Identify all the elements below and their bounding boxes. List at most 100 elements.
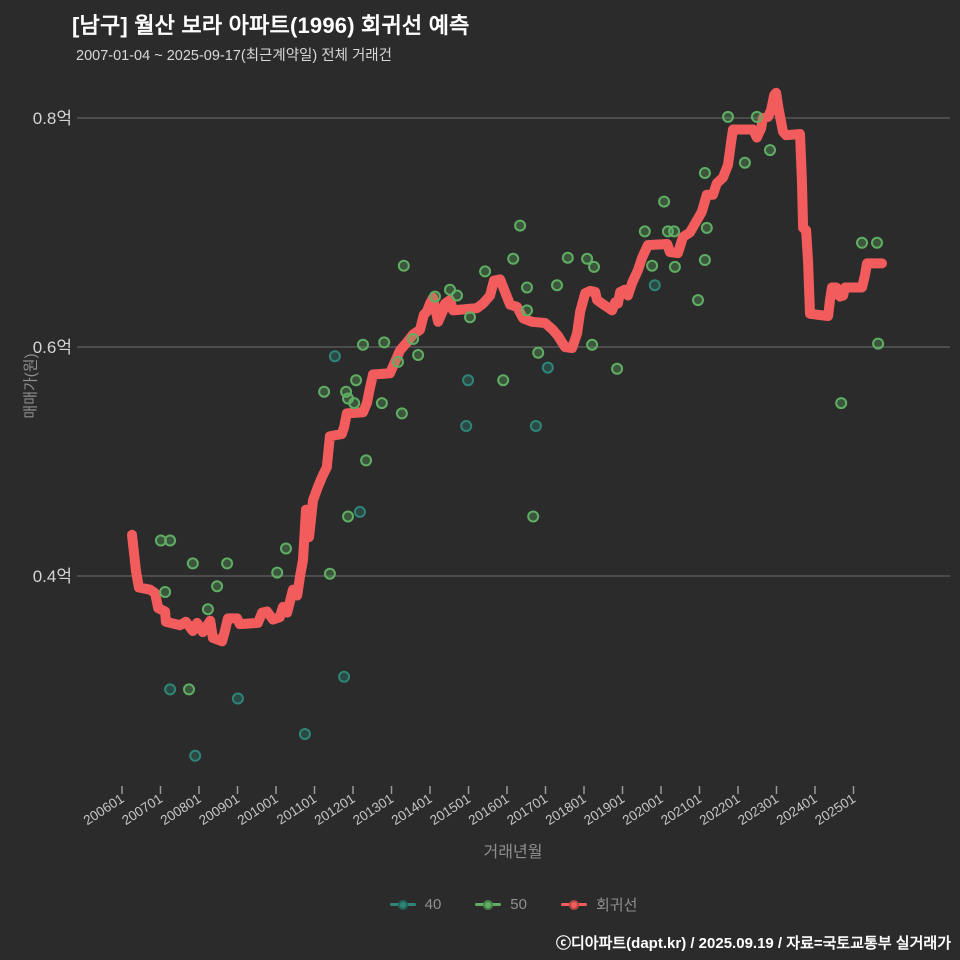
- x-tick-label: 201201: [312, 791, 358, 828]
- scatter-point-50: [497, 374, 510, 387]
- x-tick-label: 201301: [350, 791, 396, 828]
- scatter-point-50: [611, 362, 624, 375]
- scatter-point-50: [586, 338, 599, 351]
- scatter-point-50: [700, 221, 713, 234]
- scatter-point-50: [722, 110, 734, 123]
- scatter-point-50: [378, 336, 391, 349]
- scatter-point-40: [231, 692, 244, 705]
- x-tick-label: 202001: [620, 791, 666, 828]
- scatter-point-50: [280, 542, 292, 555]
- scatter-point-50: [392, 355, 404, 368]
- series-regression-marker-icon: [560, 899, 587, 910]
- scatter-point-50: [750, 110, 763, 123]
- scatter-point-50: [521, 304, 533, 317]
- scatter-point-50: [668, 225, 681, 238]
- scatter-point-50: [698, 254, 711, 266]
- x-tick-label: 201901: [581, 791, 627, 828]
- scatter-point-50: [211, 580, 224, 593]
- scatter-point-50: [397, 259, 410, 272]
- scatter-point-50: [412, 349, 425, 361]
- scatter-point-50: [581, 252, 594, 265]
- scatter-point-50: [395, 407, 408, 420]
- x-axis-title: 거래년월: [483, 844, 543, 861]
- scatter-point-40: [189, 749, 202, 762]
- x-tick-label: 201101: [274, 791, 319, 828]
- legend-item-regression[interactable]: 회귀선: [560, 894, 638, 915]
- regression-line: [127, 87, 887, 647]
- x-tick-label: 201401: [389, 791, 435, 828]
- scatter-point-50: [668, 260, 681, 273]
- legend-item-40[interactable]: 40: [389, 896, 442, 913]
- scatter-point-50: [183, 683, 195, 696]
- scatter-point-40: [460, 420, 473, 432]
- scatter-point-40: [462, 374, 475, 387]
- scatter-point-40: [529, 420, 542, 432]
- legend-label-40: 40: [424, 896, 442, 913]
- chart-legend: 40 50 회귀선: [77, 894, 950, 915]
- scatter-point-50: [835, 397, 848, 410]
- scatter-point-50: [159, 586, 172, 598]
- x-tick-label: 200801: [158, 791, 204, 828]
- scatter-point-40: [338, 670, 351, 683]
- scatter-point-40: [328, 350, 341, 363]
- scatter-point-40: [298, 728, 311, 740]
- scatter-point-50: [164, 534, 177, 547]
- x-tick-label: 201001: [235, 791, 281, 828]
- scatter-point-50: [271, 566, 284, 579]
- scatter-point-50: [186, 557, 199, 570]
- y-tick-label: 0.8억: [33, 109, 72, 128]
- scatter-point-50: [692, 294, 704, 307]
- scatter-point-50: [375, 397, 388, 410]
- scatter-point-50: [561, 251, 574, 264]
- x-tick-label: 202401: [774, 791, 820, 828]
- x-tick-label: 202501: [812, 791, 858, 828]
- scatter-point-50: [738, 156, 751, 169]
- y-tick-label: 0.6억: [33, 338, 72, 357]
- page-subtitle: 2007-01-04 ~ 2025-09-17(최근계약일) 전체 거래건: [76, 48, 392, 64]
- scatter-point-50: [872, 337, 885, 350]
- scatter-point-50: [698, 167, 711, 179]
- scatter-point-50: [451, 289, 463, 302]
- scatter-point-50: [658, 195, 671, 208]
- scatter-point-50: [521, 281, 533, 294]
- scatter-point-50: [856, 236, 868, 249]
- scatter-point-50: [507, 252, 520, 265]
- scatter-point-50: [342, 510, 354, 523]
- scatter-point-50: [323, 567, 336, 580]
- x-tick-label: 201501: [427, 791, 473, 828]
- scatter-point-40: [164, 683, 177, 696]
- scatter-point-40: [648, 279, 661, 292]
- scatter-point-50: [464, 311, 476, 324]
- x-tick-label: 200701: [119, 791, 165, 828]
- y-tick-label: 0.4억: [33, 567, 72, 586]
- scatter-point-50: [646, 259, 659, 272]
- page-title: [남구] 월산 보라 아파트(1996) 회귀선 예측: [72, 13, 470, 38]
- scatter-point-50: [407, 333, 420, 345]
- scatter-point-50: [221, 557, 234, 570]
- scatter-point-50: [514, 219, 527, 232]
- legend-label-regression: 회귀선: [595, 897, 638, 914]
- x-tick-label: 200601: [81, 791, 127, 828]
- x-tick-label: 202201: [697, 791, 743, 828]
- scatter-point-50: [588, 260, 600, 273]
- scatter-point-40: [353, 505, 366, 518]
- x-tick-label: 201701: [504, 791, 550, 828]
- series-50-marker-icon: [475, 899, 502, 910]
- x-tick-label: 201601: [466, 791, 512, 828]
- x-tick-label: 202101: [658, 791, 704, 828]
- scatter-point-50: [348, 397, 361, 410]
- scatter-point-40: [541, 361, 554, 374]
- scatter-point-50: [429, 290, 441, 303]
- scatter-point-50: [350, 374, 363, 387]
- x-tick-label: 202301: [735, 791, 781, 828]
- scatter-point-50: [318, 385, 331, 398]
- legend-item-50[interactable]: 50: [475, 896, 527, 913]
- scatter-point-50: [532, 346, 545, 359]
- scatter-point-50: [551, 279, 563, 292]
- x-tick-label: 201801: [543, 791, 589, 828]
- scatter-point-50: [764, 144, 776, 157]
- scatter-point-50: [360, 454, 373, 467]
- scatter-point-50: [871, 236, 883, 249]
